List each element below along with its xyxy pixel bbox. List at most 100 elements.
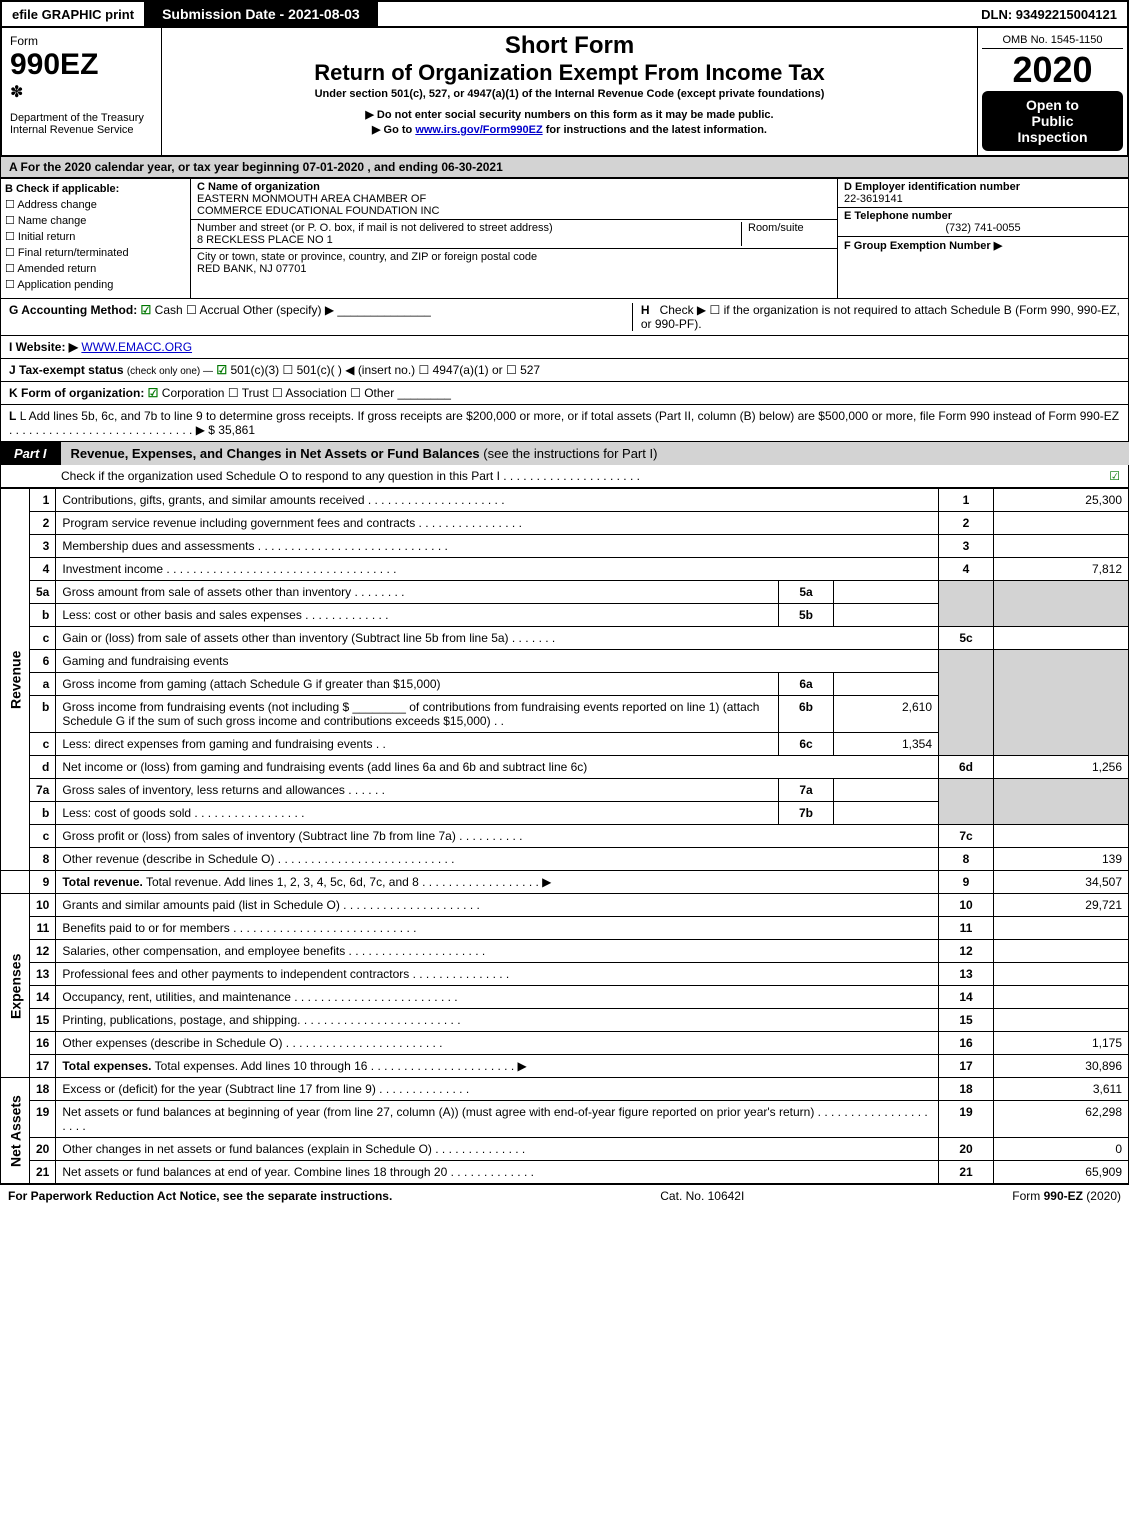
line-16-amt: 1,175 bbox=[994, 1032, 1129, 1055]
line-1-desc: Contributions, gifts, grants, and simila… bbox=[56, 489, 939, 512]
chk-trust[interactable]: ☐ Trust bbox=[228, 386, 269, 400]
irs-link[interactable]: www.irs.gov/Form990EZ bbox=[415, 124, 542, 136]
line-17-desc: Total expenses. Total expenses. Add line… bbox=[56, 1055, 939, 1078]
omb: OMB No. 1545-1150 bbox=[982, 32, 1123, 49]
chk-amended-return[interactable]: ☐ Amended return bbox=[5, 262, 186, 275]
org-address: 8 RECKLESS PLACE NO 1 bbox=[197, 234, 333, 246]
i-label: I Website: ▶ bbox=[9, 340, 78, 354]
entity-info: B Check if applicable: ☐ Address change … bbox=[0, 178, 1129, 299]
line-5b-amt bbox=[834, 604, 939, 627]
revenue-vertical: Revenue bbox=[1, 489, 30, 871]
c-label: C Name of organization bbox=[197, 181, 320, 193]
h-label: H bbox=[641, 303, 650, 317]
line-3-desc: Membership dues and assessments . . . . … bbox=[56, 535, 939, 558]
dln: DLN: 93492215004121 bbox=[971, 3, 1127, 26]
line-5c-desc: Gain or (loss) from sale of assets other… bbox=[56, 627, 939, 650]
line-18-amt: 3,611 bbox=[994, 1078, 1129, 1101]
chk-schedule-o[interactable]: ☑ bbox=[1109, 469, 1120, 483]
paperwork-notice: For Paperwork Reduction Act Notice, see … bbox=[8, 1189, 392, 1203]
d-label: D Employer identification number bbox=[844, 181, 1020, 193]
line-7c-desc: Gross profit or (loss) from sales of inv… bbox=[56, 825, 939, 848]
efile-print[interactable]: efile GRAPHIC print bbox=[2, 3, 144, 26]
chk-final-return[interactable]: ☐ Final return/terminated bbox=[5, 246, 186, 259]
line-20-desc: Other changes in net assets or fund bala… bbox=[56, 1138, 939, 1161]
chk-association[interactable]: ☐ Association bbox=[272, 386, 347, 400]
line-11-amt bbox=[994, 917, 1129, 940]
line-9-desc: Total revenue. Total revenue. Add lines … bbox=[56, 871, 939, 894]
netassets-vertical: Net Assets bbox=[1, 1078, 30, 1184]
part-1-header: Part I Revenue, Expenses, and Changes in… bbox=[0, 442, 1129, 465]
city-label: City or town, state or province, country… bbox=[197, 251, 537, 263]
website-link[interactable]: WWW.EMACC.ORG bbox=[81, 340, 192, 354]
h-check-text: Check ▶ bbox=[660, 303, 707, 317]
line-12-amt bbox=[994, 940, 1129, 963]
chk-h[interactable]: ☐ bbox=[709, 303, 720, 317]
line-7b-desc: Less: cost of goods sold . . . . . . . .… bbox=[56, 802, 779, 825]
form-word: Form bbox=[10, 34, 153, 48]
chk-name-change[interactable]: ☐ Name change bbox=[5, 214, 186, 227]
part-1-check-line: Check if the organization used Schedule … bbox=[61, 469, 640, 483]
line-6a-desc: Gross income from gaming (attach Schedul… bbox=[56, 673, 779, 696]
f-label: F Group Exemption Number ▶ bbox=[844, 240, 1002, 252]
chk-application-pending[interactable]: ☐ Application pending bbox=[5, 278, 186, 291]
line-4-desc: Investment income . . . . . . . . . . . … bbox=[56, 558, 939, 581]
form-ref: Form 990-EZ (2020) bbox=[1012, 1189, 1121, 1203]
line-6c-amt: 1,354 bbox=[834, 733, 939, 756]
chk-501c[interactable]: ☐ 501(c)( ) ◀ (insert no.) bbox=[282, 363, 415, 377]
cat-no: Cat. No. 10642I bbox=[660, 1189, 744, 1203]
j-tail: (check only one) — bbox=[127, 366, 213, 377]
line-5a-amt bbox=[834, 581, 939, 604]
line-7a-amt bbox=[834, 779, 939, 802]
line-16-desc: Other expenses (describe in Schedule O) … bbox=[56, 1032, 939, 1055]
line-4-amt: 7,812 bbox=[994, 558, 1129, 581]
line-15-amt bbox=[994, 1009, 1129, 1032]
topbar: efile GRAPHIC print Submission Date - 20… bbox=[0, 0, 1129, 28]
line-2-desc: Program service revenue including govern… bbox=[56, 512, 939, 535]
line-6b-amt: 2,610 bbox=[834, 696, 939, 733]
l-amount: 35,861 bbox=[218, 423, 255, 437]
goto-prefix: ▶ Go to bbox=[372, 124, 415, 136]
chk-527[interactable]: ☐ 527 bbox=[506, 363, 540, 377]
g-other: Other (specify) ▶ bbox=[243, 303, 334, 317]
line-6d-desc: Net income or (loss) from gaming and fun… bbox=[56, 756, 939, 779]
line-3-amt bbox=[994, 535, 1129, 558]
line-7a-desc: Gross sales of inventory, less returns a… bbox=[56, 779, 779, 802]
j-label: J Tax-exempt status bbox=[9, 363, 124, 377]
chk-corporation[interactable]: ☑ Corporation bbox=[148, 386, 225, 400]
line-18-desc: Excess or (deficit) for the year (Subtra… bbox=[56, 1078, 939, 1101]
ein: 22-3619141 bbox=[844, 193, 903, 205]
line-14-amt bbox=[994, 986, 1129, 1009]
chk-4947[interactable]: ☐ 4947(a)(1) or bbox=[419, 363, 503, 377]
room-suite-label: Room/suite bbox=[741, 222, 831, 246]
line-8-desc: Other revenue (describe in Schedule O) .… bbox=[56, 848, 939, 871]
form-number: 990EZ bbox=[10, 48, 153, 82]
line-6d-amt: 1,256 bbox=[994, 756, 1129, 779]
line-5b-desc: Less: cost or other basis and sales expe… bbox=[56, 604, 779, 627]
l-text: L Add lines 5b, 6c, and 7b to line 9 to … bbox=[9, 409, 1119, 437]
chk-address-change[interactable]: ☐ Address change bbox=[5, 198, 186, 211]
do-not-enter: ▶ Do not enter social security numbers o… bbox=[168, 108, 971, 121]
part-1-label: Part I bbox=[0, 442, 61, 465]
line-6a-amt bbox=[834, 673, 939, 696]
line-5a-desc: Gross amount from sale of assets other t… bbox=[56, 581, 779, 604]
line-13-desc: Professional fees and other payments to … bbox=[56, 963, 939, 986]
b-check-label: B Check if applicable: bbox=[5, 183, 186, 195]
footer: For Paperwork Reduction Act Notice, see … bbox=[0, 1184, 1129, 1207]
expenses-vertical: Expenses bbox=[1, 894, 30, 1078]
chk-initial-return[interactable]: ☐ Initial return bbox=[5, 230, 186, 243]
chk-k-other[interactable]: ☐ Other bbox=[350, 386, 394, 400]
line-1-amt: 25,300 bbox=[994, 489, 1129, 512]
form-header: Form 990EZ ✽ Department of the Treasury … bbox=[0, 28, 1129, 156]
line-10-desc: Grants and similar amounts paid (list in… bbox=[56, 894, 939, 917]
chk-accrual[interactable]: ☐ Accrual bbox=[186, 303, 239, 317]
line-21-amt: 65,909 bbox=[994, 1161, 1129, 1184]
g-label: G Accounting Method: bbox=[9, 303, 137, 317]
chk-cash[interactable]: ☑ Cash bbox=[141, 303, 183, 317]
line-2-amt bbox=[994, 512, 1129, 535]
part-1-title: Revenue, Expenses, and Changes in Net As… bbox=[71, 446, 480, 461]
line-6c-desc: Less: direct expenses from gaming and fu… bbox=[56, 733, 779, 756]
line-7b-amt bbox=[834, 802, 939, 825]
line-14-desc: Occupancy, rent, utilities, and maintena… bbox=[56, 986, 939, 1009]
chk-501c3[interactable]: ☑ 501(c)(3) bbox=[216, 363, 279, 377]
part-1-tail: (see the instructions for Part I) bbox=[483, 446, 657, 461]
